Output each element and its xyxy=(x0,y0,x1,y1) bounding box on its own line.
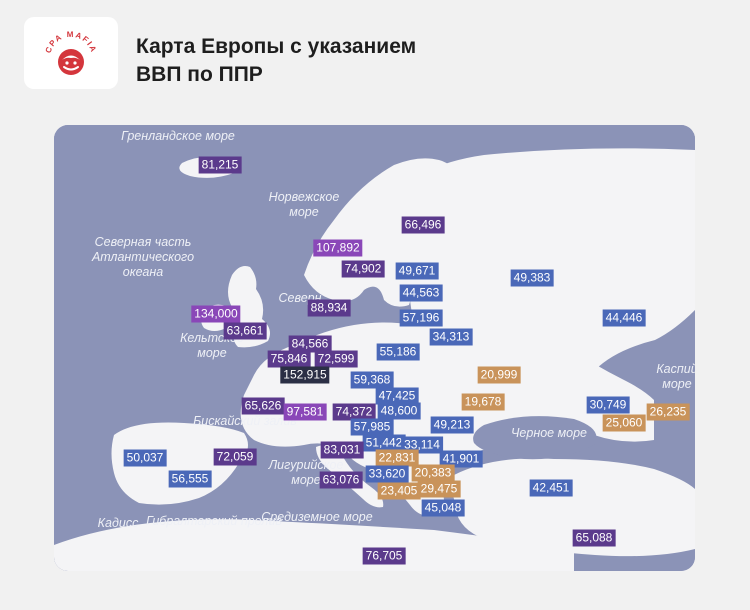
gdp-label-cyprus: 65,088 xyxy=(572,529,616,547)
sea-label-gibraltar: Гибралтарский пролив xyxy=(146,514,282,528)
gdp-label-kazakhstan: 44,446 xyxy=(602,309,646,327)
europe-map: Гренландское море Норвежское море Северн… xyxy=(54,125,695,571)
gdp-label-netherlands: 84,566 xyxy=(288,335,332,353)
sea-label-atlantic-line1: Северная часть xyxy=(94,235,192,249)
sea-label-greenland: Гренландское море xyxy=(121,129,235,143)
gdp-label-denmark: 88,934 xyxy=(307,299,351,317)
gdp-label-serbia: 33,114 xyxy=(401,436,443,454)
sea-label-norwegian-line2: море xyxy=(289,205,319,219)
gdp-label-latvia: 57,196 xyxy=(399,309,443,327)
gdp-label-germany: 72,599 xyxy=(314,350,358,368)
gdp-label-azerbaijan: 26,235 xyxy=(646,403,690,421)
gdp-label-czech: 59,368 xyxy=(350,371,394,389)
gdp-label-sweden: 74,902 xyxy=(341,260,385,278)
gdp-label-turkey: 42,451 xyxy=(529,479,573,497)
gdp-label-bosnia: 22,831 xyxy=(375,449,419,467)
sea-label-ligurian: Лигурийское море xyxy=(269,458,344,488)
gdp-label-italy: 63,076 xyxy=(319,471,363,489)
gdp-label-ireland: 134,000 xyxy=(191,305,241,323)
gdp-label-luxembourg: 152,915 xyxy=(280,366,330,384)
sea-label-atlantic-line3: океана xyxy=(122,265,164,279)
cpa-mafia-logo-icon: CPA MAFIA xyxy=(44,30,97,75)
gdp-label-croatia: 51,442 xyxy=(362,434,406,452)
sea-label-black: Черное море xyxy=(510,426,588,440)
sea-label-cadiz: Кадисс xyxy=(97,516,139,530)
gdp-label-france: 65,626 xyxy=(241,397,285,415)
gdp-label-austria: 74,372 xyxy=(332,403,376,421)
gdp-label-iceland: 81,215 xyxy=(198,156,242,174)
gdp-label-bulgaria: 41,901 xyxy=(439,450,483,468)
sea-label-caspian: Каспий море xyxy=(656,362,695,392)
gdp-label-uk: 63,661 xyxy=(223,322,267,340)
gdp-label-switzerland: 97,581 xyxy=(283,403,327,421)
gdp-label-romania: 49,213 xyxy=(430,416,474,434)
gdp-label-georgia: 30,749 xyxy=(586,396,630,414)
page-title: Карта Европы с указанием ВВП по ППР xyxy=(136,33,556,89)
sea-label-ligurian-line2: море xyxy=(291,473,321,487)
gdp-label-finland: 66,496 xyxy=(401,216,445,234)
gdp-label-malta: 76,705 xyxy=(362,547,406,565)
map-landmass xyxy=(54,125,695,571)
title-line-2: ВВП по ППР xyxy=(136,63,263,86)
gdp-label-north-russia: 49,671 xyxy=(395,262,439,280)
gdp-label-north-macedonia: 29,475 xyxy=(417,480,461,498)
sea-label-ligurian-line1: Лигурийское xyxy=(268,458,344,472)
logo-card: CPA MAFIA xyxy=(24,17,118,89)
sea-label-norwegian: Норвежское море xyxy=(269,190,340,220)
gdp-label-italy-north: 83,031 xyxy=(320,441,364,459)
sea-label-caspian-line2: море xyxy=(662,377,692,391)
title-line-1: Карта Европы с указанием xyxy=(136,35,417,58)
sea-label-caspian-line1: Каспий xyxy=(656,362,695,376)
gdp-label-montenegro: 33,620 xyxy=(365,465,409,483)
gdp-label-spain-north: 72,059 xyxy=(213,448,257,466)
gdp-label-armenia: 25,060 xyxy=(602,414,646,432)
sea-label-norwegian-line1: Норвежское xyxy=(268,190,340,204)
gdp-label-russia: 49,383 xyxy=(510,269,554,287)
gdp-label-estonia: 44,563 xyxy=(399,284,443,302)
gdp-label-slovakia: 47,425 xyxy=(375,387,419,405)
gdp-label-belgium: 75,846 xyxy=(267,350,311,368)
gdp-label-ukraine: 20,999 xyxy=(477,366,521,384)
gdp-label-moldova: 19,678 xyxy=(461,393,505,411)
gdp-label-spain: 56,555 xyxy=(168,470,212,488)
gdp-label-portugal: 50,037 xyxy=(123,449,167,467)
sea-label-atlantic-line2: Атлантического xyxy=(91,250,195,264)
sea-label-atlantic: Северная часть Атлантического океана xyxy=(92,235,194,280)
sea-label-biscay: Бискайский залив xyxy=(193,414,297,428)
sea-label-celtic-line2: море xyxy=(197,346,227,360)
gdp-label-lithuania: 34,313 xyxy=(429,328,473,346)
gdp-label-hungary: 48,600 xyxy=(377,402,421,420)
gdp-label-slovenia: 57,985 xyxy=(350,418,394,436)
sea-label-mediterranean: Средиземное море xyxy=(261,510,373,524)
gdp-label-albania: 23,405 xyxy=(377,482,421,500)
gdp-label-poland: 55,186 xyxy=(376,343,420,361)
gdp-label-kosovo: 20,383 xyxy=(411,464,455,482)
gdp-label-norway: 107,892 xyxy=(313,239,363,257)
gdp-label-greece: 45,048 xyxy=(421,499,465,517)
